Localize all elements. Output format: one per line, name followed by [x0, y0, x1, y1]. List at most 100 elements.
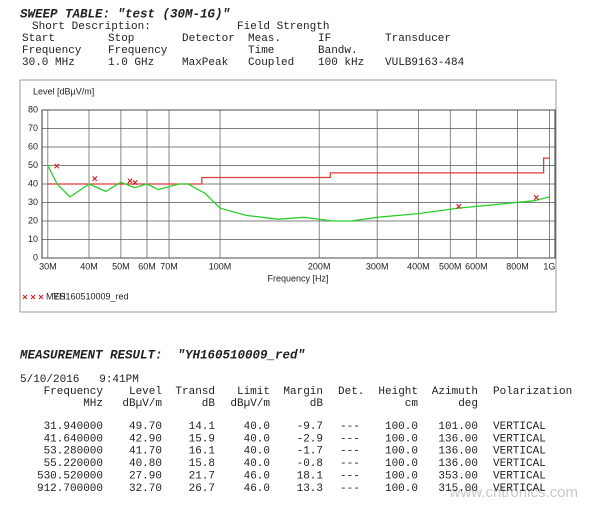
- y-tick-label: 0: [33, 252, 38, 262]
- table-cell: 32.70: [129, 483, 162, 495]
- table-cell: 21.7: [189, 471, 215, 483]
- sweep-cell: Frequency: [22, 45, 82, 57]
- x-tick-label: 300M: [366, 261, 389, 271]
- table-cell: 55.220000: [44, 458, 103, 470]
- sweep-cell: Bandw.: [318, 45, 358, 57]
- table-cell: 315.00: [438, 483, 478, 495]
- sweep-cell: Detector: [182, 33, 235, 45]
- column-header: Frequency: [44, 386, 104, 398]
- sweep-cell: IF: [318, 33, 331, 45]
- table-cell: 912.700000: [37, 483, 103, 495]
- sweep-cell: Coupled: [248, 57, 294, 69]
- table-cell: 100.0: [385, 471, 418, 483]
- table-cell: 136.00: [438, 433, 478, 445]
- sweep-cell: Start: [22, 33, 55, 45]
- table-cell: ---: [340, 458, 360, 470]
- sweep-cell: Stop: [108, 33, 134, 45]
- x-tick-label: 400M: [407, 261, 430, 271]
- table-cell: 101.00: [438, 421, 478, 433]
- y-tick-label: 80: [28, 104, 38, 114]
- x-axis-label: Frequency [Hz]: [267, 273, 328, 283]
- sweep-cell: 1.0 GHz: [108, 57, 154, 69]
- column-header: Azimuth: [432, 386, 478, 398]
- x-tick-label: 1G: [543, 261, 555, 271]
- table-cell: 530.520000: [37, 471, 103, 483]
- table-cell: 41.70: [129, 446, 162, 458]
- y-tick-label: 30: [28, 197, 38, 207]
- sweep-cell: Transducer: [385, 33, 451, 45]
- column-header: Det.: [338, 386, 364, 398]
- x-tick-label: 800M: [506, 261, 529, 271]
- table-cell: VERTICAL: [493, 471, 546, 483]
- y-tick-label: 70: [28, 123, 38, 133]
- table-cell: 40.80: [129, 458, 162, 470]
- legend-label: MES: [46, 291, 66, 301]
- sweep-cell: 30.0 MHz: [22, 57, 75, 69]
- x-tick-label: 30M: [39, 261, 57, 271]
- sweep-cell: MaxPeak: [182, 57, 229, 69]
- table-cell: ---: [340, 471, 360, 483]
- column-header: dB: [202, 398, 216, 410]
- column-header: MHz: [83, 398, 103, 410]
- table-cell: VERTICAL: [493, 433, 546, 445]
- table-cell: -1.7: [297, 446, 323, 458]
- x-tick-label: 60M: [138, 261, 156, 271]
- y-axis-label: Level [dBµV/m]: [33, 86, 94, 96]
- column-header: dBµV/m: [230, 398, 270, 410]
- table-cell: ---: [340, 433, 360, 445]
- column-header: deg: [458, 398, 478, 410]
- table-cell: 53.280000: [44, 446, 103, 458]
- table-cell: 136.00: [438, 458, 478, 470]
- column-header: dBµV/m: [122, 398, 162, 410]
- table-cell: ---: [340, 446, 360, 458]
- description: Field Strength: [237, 21, 329, 33]
- sweep-cell: Meas.: [248, 33, 281, 45]
- x-tick-label: 500M: [439, 261, 462, 271]
- table-cell: 40.0: [244, 458, 270, 470]
- measurement-title: MEASUREMENT RESULT: "YH160510009_red": [19, 348, 306, 362]
- table-cell: ---: [340, 421, 360, 433]
- table-cell: 18.1: [297, 471, 324, 483]
- table-cell: -2.9: [297, 433, 323, 445]
- table-cell: 40.0: [244, 433, 270, 445]
- x-tick-label: 50M: [112, 261, 130, 271]
- x-tick-label: 600M: [465, 261, 488, 271]
- y-tick-label: 50: [28, 160, 38, 170]
- table-cell: 14.1: [189, 421, 216, 433]
- table-cell: 100.0: [385, 446, 418, 458]
- column-header: Level: [129, 386, 162, 398]
- table-cell: 49.70: [129, 421, 162, 433]
- table-cell: 100.0: [385, 483, 418, 495]
- y-tick-label: 40: [28, 178, 38, 188]
- x-tick-label: 40M: [80, 261, 98, 271]
- table-cell: VERTICAL: [493, 421, 546, 433]
- table-cell: 15.8: [189, 458, 215, 470]
- table-cell: ---: [340, 483, 360, 495]
- table-cell: 13.3: [297, 483, 323, 495]
- column-header: dB: [310, 398, 324, 410]
- column-header: Transd: [175, 386, 215, 398]
- sweep-cell: Frequency: [108, 45, 168, 57]
- table-cell: -0.8: [297, 458, 323, 470]
- table-cell: 16.1: [189, 446, 216, 458]
- table-cell: 100.0: [385, 458, 418, 470]
- y-tick-label: 60: [28, 141, 38, 151]
- column-header: Height: [378, 386, 418, 398]
- table-cell: VERTICAL: [493, 458, 546, 470]
- table-cell: 100.0: [385, 433, 418, 445]
- y-tick-label: 20: [28, 215, 38, 225]
- table-cell: 40.0: [244, 446, 270, 458]
- table-cell: 15.9: [189, 433, 215, 445]
- table-cell: -9.7: [297, 421, 323, 433]
- table-cell: 100.0: [385, 421, 418, 433]
- table-cell: 353.00: [438, 471, 478, 483]
- table-cell: 31.940000: [44, 421, 103, 433]
- x-tick-label: 70M: [160, 261, 178, 271]
- sweep-cell: 100 kHz: [318, 57, 364, 69]
- table-cell: 46.0: [244, 471, 270, 483]
- table-cell: 46.0: [244, 483, 270, 495]
- sweep-cell: Time: [248, 45, 274, 57]
- description-label: Short Description:: [32, 21, 151, 33]
- column-header: Polarization: [493, 386, 572, 398]
